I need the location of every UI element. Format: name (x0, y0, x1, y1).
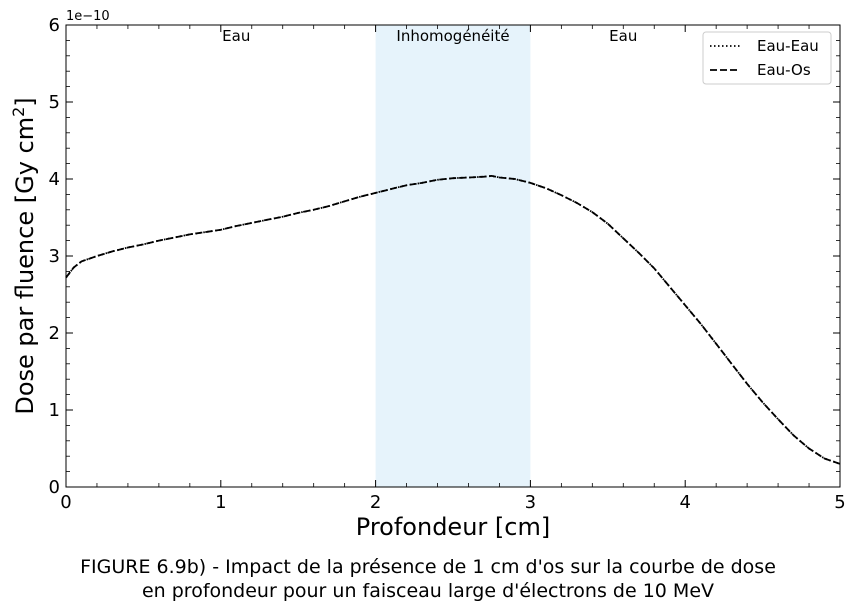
series-line-eau-eau (65, 174, 841, 465)
y-tick-label: 1 (49, 400, 60, 421)
region-label: Eau (609, 27, 637, 45)
series-line-eau-os (65, 174, 841, 465)
y-tick-label: 4 (49, 169, 60, 190)
caption-line-2: en profondeur pour un faisceau large d'é… (141, 580, 715, 602)
x-axis-label: Profondeur [cm] (356, 513, 550, 541)
x-tick-label: 4 (679, 492, 690, 513)
y-tick-label: 6 (49, 15, 60, 36)
x-tick-label: 5 (834, 492, 845, 513)
caption-line-1: FIGURE 6.9b) - Impact de la présence de … (80, 556, 776, 578)
y-tick-label: 0 (49, 477, 60, 498)
y-axis-label-superscript: 2 (9, 107, 28, 117)
inhomogeneity-region (375, 25, 531, 487)
x-tick-label: 0 (60, 492, 71, 513)
y-offset-label: 1e−10 (66, 9, 110, 24)
y-tick-label: 2 (49, 323, 60, 344)
legend-label-eau-eau: Eau-Eau (757, 37, 819, 55)
y-axis-label-close: ] (11, 97, 39, 106)
legend-label-eau-os: Eau-Os (757, 61, 811, 79)
legend: Eau-Eau Eau-Os (702, 31, 832, 85)
region-label: Inhomogénéité (396, 27, 509, 45)
region-label: Eau (222, 27, 250, 45)
y-axis-label-main: Dose par fluence [Gy cm (11, 117, 39, 415)
figure-caption: FIGURE 6.9b) - Impact de la présence de … (0, 555, 856, 603)
y-axis-label: Dose par fluence [Gy cm2] (9, 97, 39, 414)
y-tick-label: 3 (49, 246, 60, 267)
legend-box (702, 31, 832, 85)
x-tick-label: 1 (215, 492, 226, 513)
x-tick-label: 3 (525, 492, 536, 513)
x-tick-label: 2 (370, 492, 381, 513)
y-tick-label: 5 (49, 92, 60, 113)
